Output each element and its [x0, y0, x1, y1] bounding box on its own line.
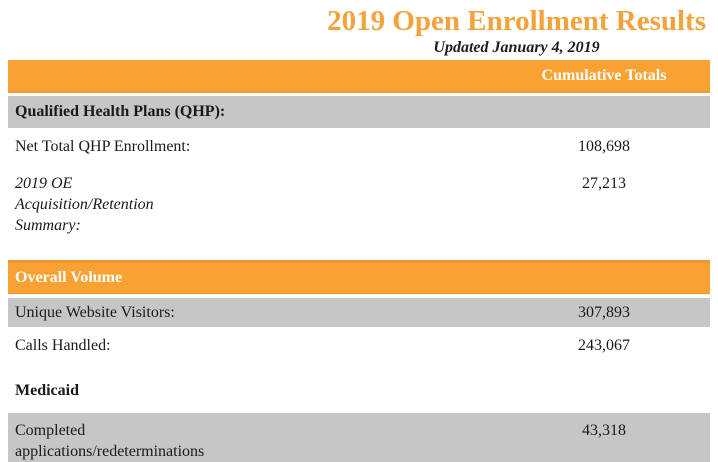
- row-value: 243,067: [578, 337, 630, 354]
- table-header-spacer: [8, 65, 498, 86]
- table-row-calls-handled: Calls Handled: 243,067: [8, 327, 710, 370]
- table-row-net-total-qhp: Net Total QHP Enrollment: 108,698: [8, 128, 710, 166]
- report-updated-date: Updated January 4, 2019: [433, 39, 600, 56]
- section-label: Qualified Health Plans (QHP):: [15, 103, 226, 120]
- section-row-qhp: Qualified Health Plans (QHP):: [8, 96, 710, 128]
- table-header-row: Cumulative Totals: [8, 60, 710, 93]
- section-value: [498, 267, 710, 288]
- page-title: 2019 Open Enrollment Results: [327, 5, 706, 37]
- row-label: 2019 OE Acquisition/Retention Summary:: [15, 175, 154, 234]
- row-label: Completed applications/redeterminations …: [15, 422, 205, 460]
- row-label: Net Total QHP Enrollment:: [15, 138, 191, 155]
- row-label: Unique Website Visitors:: [15, 304, 175, 321]
- row-label: Calls Handled:: [15, 337, 111, 354]
- table-row-oe-acquisition-retention: 2019 OE Acquisition/Retention Summary: 2…: [8, 166, 710, 260]
- report-header: 2019 Open Enrollment Results Updated Jan…: [327, 4, 706, 57]
- row-value: 307,893: [578, 304, 630, 321]
- row-value: 43,318: [582, 422, 626, 439]
- section-label: Overall Volume: [15, 269, 123, 286]
- section-value: [498, 380, 710, 401]
- section-label: Medicaid: [15, 382, 79, 399]
- table-row-unique-website-visitors: Unique Website Visitors: 307,893: [8, 298, 710, 327]
- results-table: Cumulative Totals Qualified Health Plans…: [8, 60, 710, 462]
- column-header-cumulative-totals: Cumulative Totals: [541, 67, 667, 84]
- section-row-overall-volume: Overall Volume: [8, 260, 710, 294]
- section-value: [498, 101, 710, 122]
- table-row-completed-applications: Completed applications/redeterminations …: [8, 413, 710, 462]
- row-value: 108,698: [578, 138, 630, 155]
- section-row-medicaid: Medicaid: [8, 370, 710, 413]
- row-value: 27,213: [582, 175, 626, 192]
